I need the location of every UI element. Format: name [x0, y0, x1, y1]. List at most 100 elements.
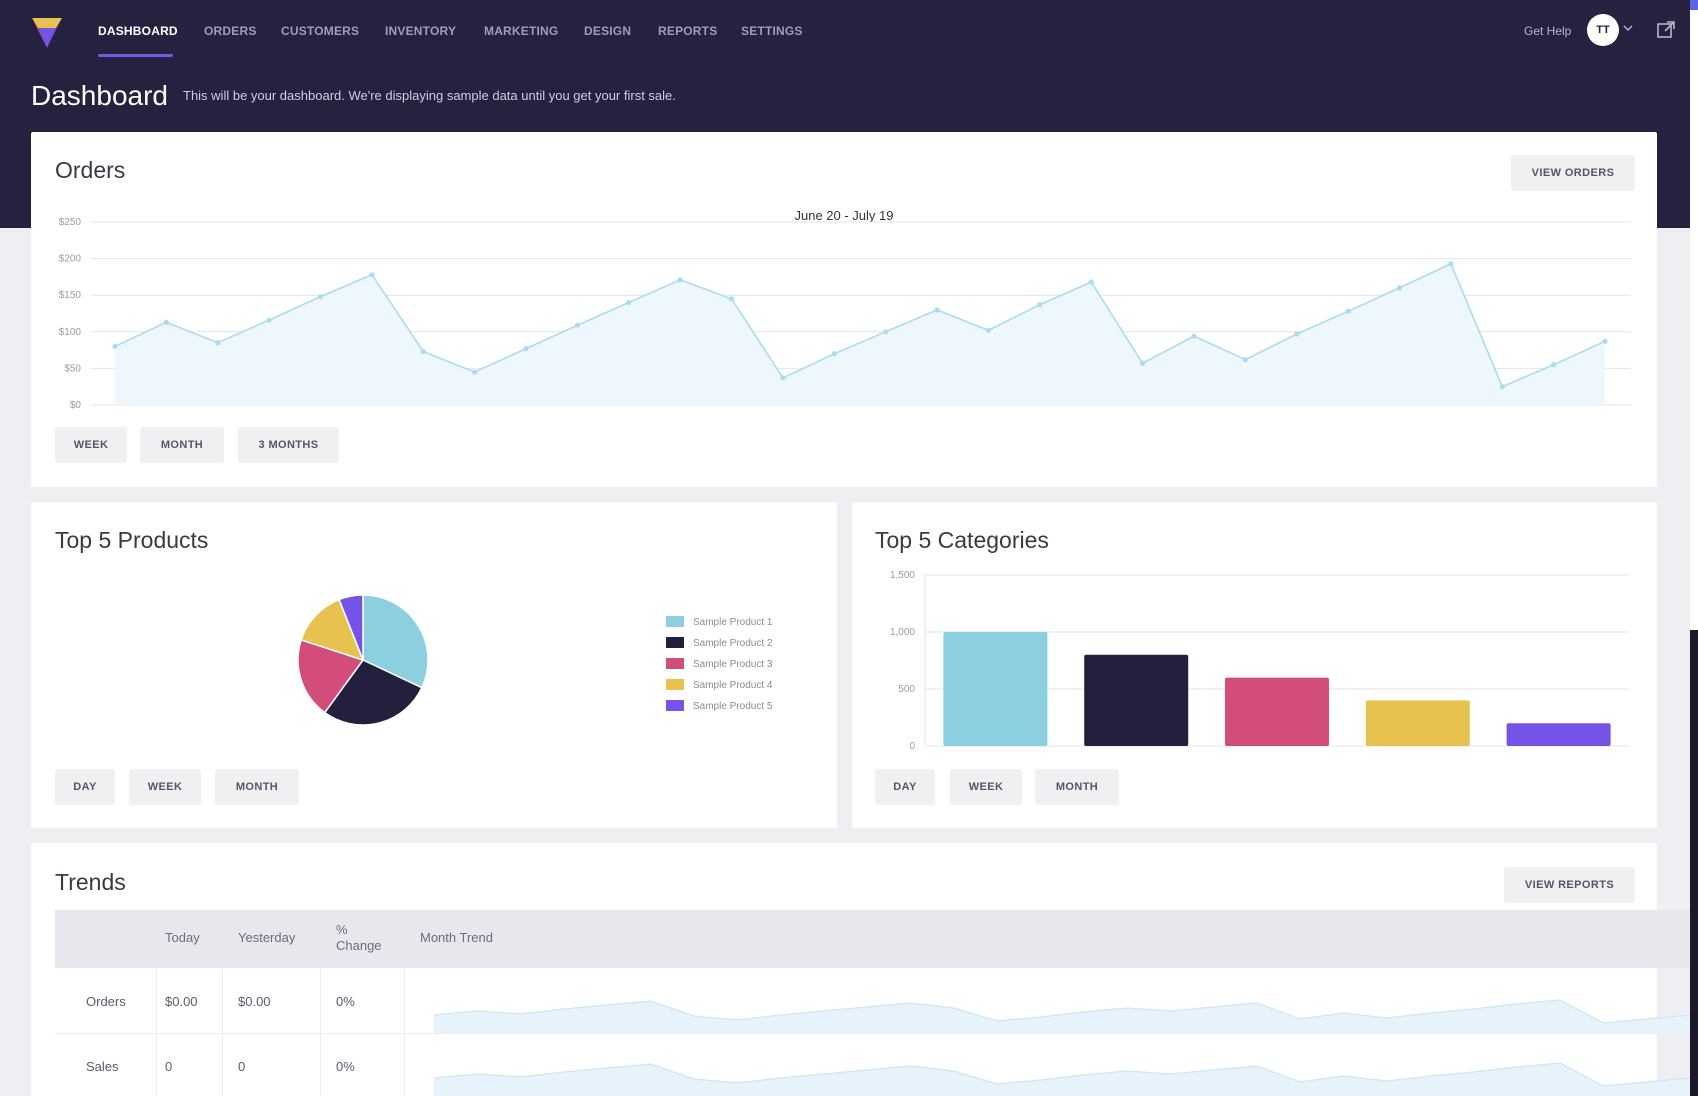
nav-dashboard[interactable]: DASHBOARD	[98, 24, 178, 38]
nav-customers[interactable]: CUSTOMERS	[281, 24, 360, 38]
page-title: Dashboard	[31, 80, 168, 111]
nav-design[interactable]: DESIGN	[584, 24, 632, 38]
top-categories-title: Top 5 Categories	[875, 527, 1049, 553]
orders-title: Orders	[55, 157, 126, 183]
pie-slice	[300, 598, 365, 662]
nav-reports[interactable]: REPORTS	[658, 24, 718, 38]
products-range-day[interactable]: DAY	[55, 769, 115, 805]
trend-change-value: 0%	[336, 994, 355, 1009]
trend-change-value: 0%	[336, 1059, 355, 1074]
data-point	[780, 375, 786, 381]
get-help-link[interactable]: Get Help	[1524, 24, 1572, 38]
categories-range-month[interactable]: MONTH	[1035, 769, 1119, 805]
trends-table-header	[55, 910, 1690, 968]
legend-label: Sample Product 4	[693, 680, 773, 691]
column-divider	[404, 968, 405, 1096]
categories-range-day[interactable]: DAY	[875, 769, 935, 805]
y-tick-label: 500	[898, 684, 915, 695]
data-point	[112, 343, 118, 350]
logo-gem-icon[interactable]	[30, 14, 64, 50]
bar	[1506, 723, 1611, 746]
active-tab-indicator	[98, 54, 173, 57]
bar	[1225, 677, 1329, 746]
nav-inventory[interactable]: INVENTORY	[385, 24, 457, 38]
y-tick-label: 1,500	[890, 570, 915, 581]
y-tick-label: $0	[70, 400, 82, 411]
view-orders-button[interactable]: VIEW ORDERS	[1511, 155, 1635, 191]
y-tick-label: $150	[59, 290, 82, 301]
data-point	[163, 319, 169, 325]
data-point	[523, 346, 529, 352]
data-point	[1345, 308, 1351, 314]
column-header-yesterday: Yesterday	[238, 930, 296, 945]
data-point	[728, 296, 735, 302]
pie-slice	[338, 594, 364, 661]
chart-title: June 20 - July 19	[794, 208, 893, 223]
y-tick-label: 0	[909, 741, 915, 752]
legend-swatch	[666, 679, 684, 690]
area-fill	[115, 263, 1605, 405]
column-header-today: Today	[165, 930, 200, 945]
products-range-month[interactable]: MONTH	[215, 769, 299, 805]
data-point	[985, 327, 992, 333]
avatar[interactable]: TT	[1587, 14, 1619, 46]
data-point	[574, 322, 581, 328]
data-point	[1088, 279, 1094, 285]
data-point	[266, 317, 272, 323]
trend-row-label: Sales	[86, 1059, 119, 1074]
bar	[943, 632, 1048, 746]
legend-swatch	[666, 658, 684, 669]
trend-yesterday-value: $0.00	[238, 994, 271, 1009]
legend-swatch	[666, 700, 684, 711]
y-tick-label: $100	[59, 327, 82, 338]
trend-today-value: $0.00	[165, 994, 198, 1009]
top-nav: DASHBOARD ORDERS CUSTOMERS INVENTORY MAR…	[0, 0, 1690, 62]
data-point	[369, 272, 375, 278]
data-point	[1499, 384, 1505, 390]
data-point	[1602, 338, 1608, 344]
data-point	[1242, 357, 1248, 363]
data-point	[1448, 261, 1454, 267]
sparkline-area	[434, 1063, 1690, 1096]
legend-label: Sample Product 5	[693, 701, 773, 712]
external-link-icon[interactable]	[1656, 20, 1676, 40]
chevron-down-icon[interactable]	[1622, 22, 1634, 34]
column-divider	[320, 968, 321, 1096]
products-range-week[interactable]: WEEK	[129, 769, 201, 805]
data-point	[472, 369, 478, 375]
data-point	[420, 348, 426, 355]
legend-swatch	[666, 637, 684, 648]
view-reports-button[interactable]: VIEW REPORTS	[1504, 867, 1635, 903]
orders-range-3months[interactable]: 3 MONTHS	[238, 427, 339, 463]
data-point	[1191, 333, 1197, 339]
nav-orders[interactable]: ORDERS	[204, 24, 257, 38]
data-point	[1139, 360, 1146, 366]
y-tick-label: $200	[59, 254, 82, 265]
categories-range-week[interactable]: WEEK	[950, 769, 1022, 805]
y-tick-label: 1,000	[890, 627, 915, 638]
orders-range-month[interactable]: MONTH	[140, 427, 224, 463]
y-tick-label: $250	[59, 217, 82, 228]
data-point	[934, 307, 940, 313]
orders-line-chart: June 20 - July 19 $250 $200 $150 $100 $50 $0	[59, 208, 1631, 411]
top-products-title: Top 5 Products	[55, 527, 209, 553]
orders-range-week[interactable]: WEEK	[55, 427, 127, 463]
data-point	[1551, 362, 1557, 368]
data-point	[626, 299, 632, 306]
data-point	[677, 277, 683, 283]
nav-settings[interactable]: SETTINGS	[741, 24, 803, 38]
sparkline	[433, 999, 1690, 1024]
page-subtitle: This will be your dashboard. We're displ…	[183, 88, 676, 103]
pie-slice	[323, 659, 423, 726]
trend-today-value: 0	[165, 1059, 173, 1074]
trend-row-label: Orders	[86, 994, 126, 1009]
legend-swatch	[666, 616, 684, 627]
data-point	[883, 329, 889, 335]
trends-title: Trends	[55, 869, 126, 895]
column-divider	[222, 968, 223, 1096]
data-point	[831, 351, 837, 357]
pie-slice	[362, 594, 429, 689]
data-point	[1396, 285, 1403, 291]
data-point	[317, 294, 324, 300]
nav-marketing[interactable]: MARKETING	[484, 24, 559, 38]
